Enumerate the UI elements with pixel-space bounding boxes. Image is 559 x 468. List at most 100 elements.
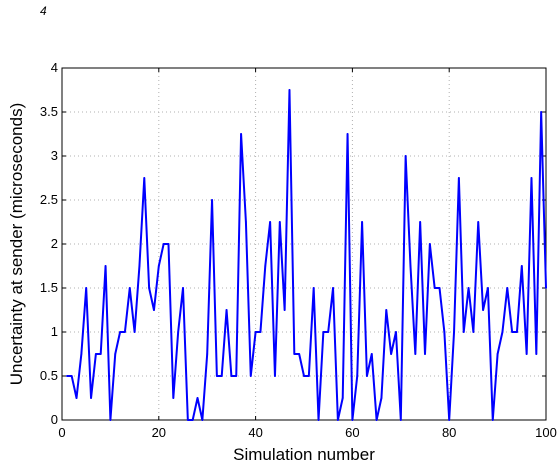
data-point [75, 397, 78, 399]
y-tick-label: 2.5 [40, 192, 58, 207]
data-point [530, 177, 533, 179]
data-point [245, 221, 247, 223]
x-tick-label: 0 [58, 425, 65, 440]
data-point [370, 353, 373, 355]
data-point [462, 331, 465, 333]
data-point [307, 375, 310, 377]
series-line [66, 89, 547, 421]
data-point [269, 221, 272, 223]
x-tick-label: 80 [442, 425, 456, 440]
x-axis-label: Simulation number [233, 445, 375, 464]
data-point [467, 287, 470, 289]
data-point [535, 353, 538, 355]
data-point [201, 419, 204, 421]
data-point [167, 243, 170, 245]
data-point [317, 419, 320, 421]
data-point [288, 89, 291, 91]
data-point [520, 265, 523, 267]
data-point [487, 287, 489, 289]
data-point [322, 331, 325, 333]
data-point [264, 265, 267, 267]
x-tick-label: 60 [345, 425, 359, 440]
x-tick-label: 100 [535, 425, 557, 440]
data-point [453, 331, 455, 333]
y-tick-label: 3.5 [40, 104, 58, 119]
y-tick-label: 0.5 [40, 368, 58, 383]
data-point [157, 265, 160, 267]
data-point [375, 419, 378, 421]
data-point [94, 353, 97, 355]
data-point [70, 375, 73, 377]
data-point [124, 331, 126, 333]
data-point [143, 177, 146, 179]
data-point [501, 331, 504, 333]
y-tick-labels: 0 0.5 1 1.5 2 2.5 3 3.5 4 [40, 60, 58, 427]
grid-lines [62, 68, 546, 420]
data-point [443, 331, 446, 333]
data-point [172, 397, 175, 399]
data-point [191, 419, 194, 421]
data-point [230, 375, 233, 377]
x-tick-label: 40 [248, 425, 262, 440]
data-point [274, 375, 276, 377]
data-point [278, 221, 281, 223]
data-point [104, 265, 107, 267]
stray-mark: 4 [40, 4, 47, 18]
data-point [153, 309, 155, 311]
y-tick-label: 3 [51, 148, 58, 163]
data-point [472, 331, 475, 333]
data-point [419, 221, 422, 223]
y-tick-label: 1.5 [40, 280, 58, 295]
data-point [395, 331, 397, 333]
y-axis-label: Uncertainty at sender (microseconds) [7, 103, 26, 386]
data-point [496, 353, 499, 355]
data-point [366, 375, 368, 377]
data-point [283, 309, 286, 311]
data-point [254, 331, 257, 333]
data-point [525, 353, 528, 355]
data-point [428, 243, 431, 245]
data-point [99, 353, 102, 355]
data-point [138, 265, 141, 267]
y-tick-label: 4 [51, 60, 58, 75]
data-point [540, 111, 543, 113]
data-point [477, 221, 480, 223]
data-point [356, 375, 359, 377]
y-tick-label: 1 [51, 324, 58, 339]
data-point [182, 287, 184, 289]
data-point [225, 309, 228, 311]
data-point [341, 397, 344, 399]
data-point [336, 419, 339, 421]
data-point [133, 331, 136, 333]
data-point [516, 331, 518, 333]
data-point [380, 397, 383, 399]
data-point [128, 287, 131, 289]
data-point [448, 419, 451, 421]
data-point [482, 309, 484, 311]
data-point [80, 353, 83, 355]
data-point [414, 353, 417, 355]
data-point [511, 331, 514, 333]
data-point [220, 375, 223, 377]
data-point [293, 353, 296, 355]
data-point [312, 287, 315, 289]
data-point [90, 397, 92, 399]
data-point [109, 419, 112, 421]
data-point [361, 221, 363, 223]
data-point [399, 419, 402, 421]
data-point [235, 375, 238, 377]
series-layer [66, 89, 547, 421]
data-point [457, 177, 460, 179]
data-point [259, 331, 262, 333]
data-point [424, 353, 426, 355]
data-point [249, 375, 252, 377]
data-point [196, 397, 199, 399]
x-tick-label: 20 [152, 425, 166, 440]
data-point [390, 353, 393, 355]
y-tick-label: 2 [51, 236, 58, 251]
data-point [215, 375, 218, 377]
x-tick-labels: 0 20 40 60 80 100 [58, 425, 556, 440]
data-point [409, 265, 412, 267]
data-point [186, 419, 189, 421]
